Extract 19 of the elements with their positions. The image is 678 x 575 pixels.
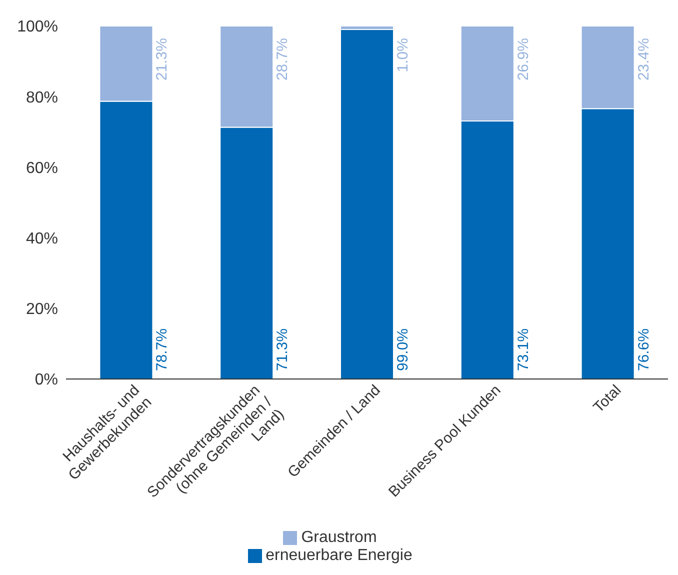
- y-tick-label: 40%: [26, 230, 58, 248]
- y-tick-label: 20%: [26, 301, 58, 318]
- data-label: 76.6%: [635, 328, 652, 371]
- data-label: 26.9%: [514, 38, 532, 81]
- data-label: 71.3%: [274, 328, 292, 371]
- y-tick-label: 0%: [34, 372, 58, 389]
- data-label: 1.0%: [394, 38, 412, 72]
- bar: [340, 29, 394, 379]
- legend-label: erneuerbare Energie: [266, 547, 412, 564]
- data-label: 99.0%: [394, 328, 412, 371]
- data-label: 78.7%: [154, 328, 171, 371]
- y-tick-label: 80%: [26, 89, 58, 106]
- data-label: 21.3%: [154, 38, 171, 81]
- data-label: 23.4%: [635, 38, 652, 81]
- data-label: 73.1%: [514, 328, 532, 371]
- y-tick-label: 60%: [26, 160, 58, 177]
- data-label: 28.7%: [274, 38, 292, 81]
- legend-label: Graustrom: [301, 529, 377, 546]
- y-tick-label: 100%: [17, 18, 58, 36]
